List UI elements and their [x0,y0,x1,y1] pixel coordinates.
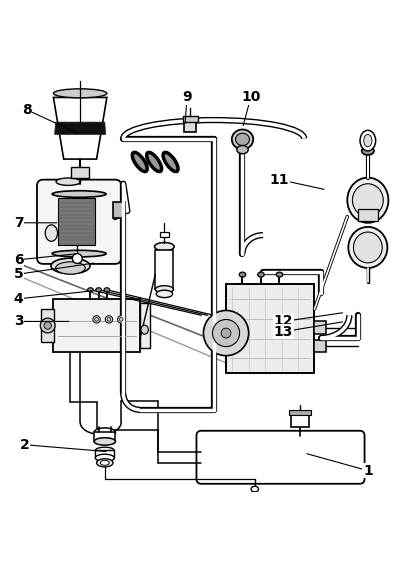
Bar [53,299,140,352]
Bar [41,309,54,342]
Bar [358,209,378,221]
Ellipse shape [105,316,113,323]
Bar [183,116,198,122]
Ellipse shape [251,486,259,492]
Circle shape [72,254,82,264]
Ellipse shape [347,178,388,223]
Ellipse shape [97,459,113,467]
Ellipse shape [104,288,110,292]
Ellipse shape [100,460,109,465]
Ellipse shape [163,152,178,171]
Ellipse shape [53,89,107,98]
Circle shape [44,322,51,329]
Circle shape [40,318,55,333]
Ellipse shape [236,133,249,146]
Ellipse shape [360,130,376,151]
Ellipse shape [95,317,99,321]
Ellipse shape [94,438,115,445]
Ellipse shape [96,288,102,292]
Circle shape [221,328,231,338]
FancyBboxPatch shape [196,431,365,484]
FancyBboxPatch shape [37,180,121,264]
Text: 6: 6 [14,253,23,267]
Ellipse shape [362,147,374,155]
Ellipse shape [258,272,264,277]
Text: 13: 13 [274,325,293,339]
Ellipse shape [232,129,253,149]
Ellipse shape [237,146,248,154]
Ellipse shape [95,454,114,462]
Bar [140,303,150,348]
Ellipse shape [253,492,257,495]
Ellipse shape [147,152,162,171]
Ellipse shape [95,447,114,454]
Ellipse shape [276,272,283,277]
Ellipse shape [155,286,173,293]
Ellipse shape [353,184,383,217]
Text: 9: 9 [182,91,192,104]
Circle shape [212,320,240,347]
Ellipse shape [239,272,246,277]
Bar [155,250,173,289]
Bar [95,450,114,458]
Text: 10: 10 [241,91,261,104]
Ellipse shape [107,317,111,321]
Bar [113,202,125,218]
Ellipse shape [93,316,100,323]
Text: 12: 12 [274,315,293,328]
Text: 1: 1 [363,464,373,478]
Text: 7: 7 [14,216,23,230]
Ellipse shape [52,250,106,257]
Circle shape [203,311,249,356]
Text: 5: 5 [14,267,23,281]
Ellipse shape [156,290,173,297]
Bar [291,415,309,427]
Bar [58,198,95,245]
Ellipse shape [132,152,147,171]
Ellipse shape [51,258,90,274]
Bar [314,340,326,352]
Polygon shape [55,122,106,135]
Text: 11: 11 [270,172,289,187]
Bar [94,433,115,441]
Ellipse shape [52,191,106,197]
Bar [71,167,89,178]
Text: 2: 2 [20,438,30,452]
Text: 3: 3 [14,315,23,328]
Bar [289,410,311,415]
Bar [226,284,314,373]
Ellipse shape [56,262,85,274]
Ellipse shape [349,227,387,268]
Bar [314,321,326,333]
Polygon shape [53,97,107,159]
Ellipse shape [141,325,148,334]
Ellipse shape [353,232,382,263]
Ellipse shape [118,316,125,323]
Ellipse shape [56,178,81,186]
Ellipse shape [45,225,58,241]
Ellipse shape [94,428,115,437]
Text: 8: 8 [22,103,32,117]
Ellipse shape [119,317,123,321]
Ellipse shape [88,288,93,292]
Text: 4: 4 [14,292,23,306]
Ellipse shape [364,135,372,147]
Bar [184,122,196,132]
Bar [160,232,169,237]
Ellipse shape [155,242,174,251]
